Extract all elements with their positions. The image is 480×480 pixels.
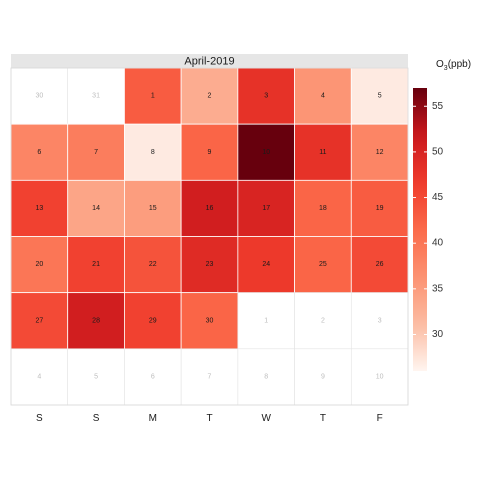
colorbar-tick-label: 50 xyxy=(432,146,444,157)
day-number: 18 xyxy=(319,205,327,212)
day-number: 2 xyxy=(208,93,212,100)
colorbar-title: O3(ppb) xyxy=(436,59,471,72)
day-cell xyxy=(237,123,295,181)
weekday-label: T xyxy=(320,413,326,424)
day-number: 25 xyxy=(319,261,327,268)
day-cell xyxy=(294,67,352,125)
day-cell xyxy=(350,67,409,125)
colorbar-tick-label: 55 xyxy=(432,101,444,112)
day-cell xyxy=(350,292,409,350)
day-number: 17 xyxy=(262,205,270,212)
day-number: 30 xyxy=(35,93,43,100)
day-cell xyxy=(180,123,239,181)
day-cell xyxy=(67,123,125,181)
day-number: 15 xyxy=(149,205,157,212)
colorbar-gradient xyxy=(413,88,427,371)
day-number: 10 xyxy=(262,149,270,156)
day-cell xyxy=(350,348,409,406)
day-number: 23 xyxy=(206,261,214,268)
day-number: 6 xyxy=(151,373,155,380)
day-number: 28 xyxy=(92,317,100,324)
day-number: 9 xyxy=(208,149,212,156)
day-number: 10 xyxy=(376,373,384,380)
day-number: 26 xyxy=(376,261,384,268)
day-cell xyxy=(10,179,69,237)
day-number: 12 xyxy=(376,149,384,156)
day-number: 27 xyxy=(35,317,43,324)
day-cell xyxy=(10,123,69,181)
day-number: 29 xyxy=(149,317,157,324)
day-cell xyxy=(294,123,352,181)
day-number: 8 xyxy=(151,149,155,156)
day-cell xyxy=(350,236,409,294)
day-cell xyxy=(180,348,239,406)
day-number: 4 xyxy=(321,93,325,100)
day-cell xyxy=(180,292,239,350)
day-cell xyxy=(294,236,352,294)
day-number: 11 xyxy=(319,149,326,156)
day-number: 9 xyxy=(321,373,325,380)
day-cell xyxy=(10,292,69,350)
month-label: April-2019 xyxy=(184,56,234,68)
day-cell xyxy=(237,179,295,237)
colorbar-tick-label: 45 xyxy=(432,192,444,203)
day-cell xyxy=(124,292,182,350)
day-cell xyxy=(237,292,295,350)
day-cell xyxy=(180,179,239,237)
weekday-label: W xyxy=(261,413,271,424)
day-number: 4 xyxy=(37,373,41,380)
day-number: 5 xyxy=(378,93,382,100)
day-number: 8 xyxy=(264,373,268,380)
day-cell xyxy=(124,236,182,294)
weekday-label: M xyxy=(149,413,157,424)
colorbar-tick-label: 30 xyxy=(432,329,444,340)
day-number: 22 xyxy=(149,261,157,268)
day-number: 7 xyxy=(94,149,98,156)
day-cell xyxy=(10,236,69,294)
day-number: 20 xyxy=(35,261,43,268)
day-number: 7 xyxy=(208,373,212,380)
day-number: 21 xyxy=(92,261,100,268)
day-number: 14 xyxy=(92,205,100,212)
day-number: 1 xyxy=(151,93,155,100)
weekday-label: S xyxy=(93,413,100,424)
day-cell xyxy=(294,292,352,350)
day-number: 31 xyxy=(92,93,100,100)
day-cell xyxy=(67,348,125,406)
colorbar-legend: O3(ppb) 30 35 40 45 50 55 xyxy=(413,59,471,371)
weekday-label: S xyxy=(36,413,43,424)
colorbar-tick-label: 35 xyxy=(432,283,444,294)
grid-border xyxy=(10,67,409,406)
day-number: 19 xyxy=(376,205,384,212)
day-number: 16 xyxy=(206,205,214,212)
day-number: 6 xyxy=(37,149,41,156)
month-strip xyxy=(11,54,408,68)
day-cell xyxy=(180,236,239,294)
day-number: 30 xyxy=(206,317,214,324)
colorbar-tick-label: 40 xyxy=(432,238,444,249)
weekday-label: F xyxy=(377,413,383,424)
day-number: 3 xyxy=(264,93,268,100)
day-cell xyxy=(350,123,409,181)
day-cell xyxy=(124,348,182,406)
day-cell xyxy=(294,348,352,406)
day-number: 24 xyxy=(262,261,270,268)
day-number: 3 xyxy=(378,317,382,324)
day-number: 2 xyxy=(321,317,325,324)
day-number: 5 xyxy=(94,373,98,380)
weekday-label: T xyxy=(206,413,212,424)
day-number: 13 xyxy=(35,205,43,212)
day-number: 1 xyxy=(264,317,268,324)
